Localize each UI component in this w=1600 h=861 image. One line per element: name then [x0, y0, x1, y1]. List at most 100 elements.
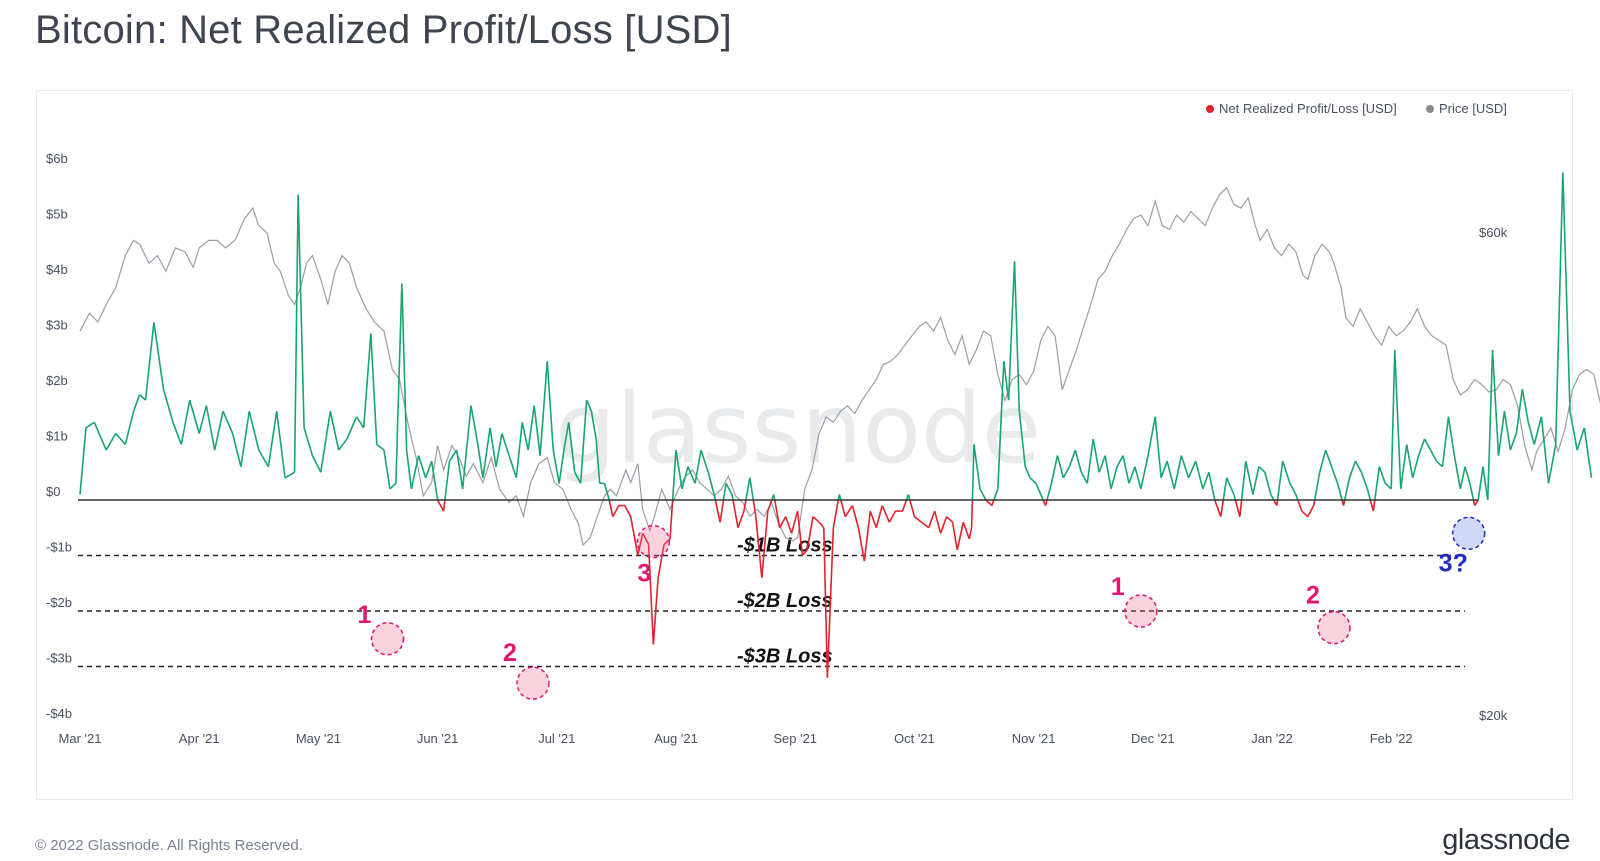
nrpl-segment	[1576, 427, 1586, 451]
reference-line-label: -$2B Loss	[737, 590, 833, 612]
nrpl-segment	[608, 499, 614, 517]
nrpl-segment	[444, 461, 451, 501]
nrpl-segment	[527, 405, 535, 451]
nrpl-segment	[921, 521, 930, 529]
nrpl-segment	[546, 361, 555, 451]
nrpl-segment	[303, 427, 314, 456]
nrpl-segment	[818, 521, 825, 529]
nrpl-segment	[1405, 444, 1414, 478]
nrpl-segment	[1046, 483, 1053, 501]
nrpl-segment	[1098, 455, 1106, 473]
copyright: © 2022 Glassnode. All Rights Reserved.	[35, 837, 303, 854]
nrpl-segment	[124, 411, 135, 445]
nrpl-segment	[1160, 460, 1168, 479]
nrpl-segment	[973, 444, 981, 490]
nrpl-segment	[470, 405, 478, 440]
nrpl-segment	[1239, 499, 1243, 517]
nrpl-segment	[436, 499, 445, 512]
nrpl-segment	[812, 516, 820, 523]
annotation-label: 1	[1111, 573, 1125, 601]
nrpl-segment	[248, 411, 260, 451]
nrpl-segment	[962, 521, 970, 540]
nrpl-segment	[971, 444, 975, 501]
x-tick-label: Aug '21	[654, 731, 698, 746]
nrpl-segment	[1509, 433, 1518, 451]
nrpl-segment	[612, 505, 620, 518]
y-axis-left: $6b $5b $4b $3b $2b $1b $0 -$1b -$2b -$3b -$4b	[46, 151, 72, 721]
nrpl-segment	[933, 510, 942, 534]
annotation-label: 3?	[1439, 549, 1468, 577]
nrpl-segment	[713, 494, 717, 501]
nrpl-segment	[1497, 411, 1506, 456]
nrpl-segment	[424, 460, 433, 479]
nrpl-segment	[442, 499, 446, 512]
nrpl-segment	[1194, 460, 1204, 490]
reference-lines: -$1B Loss -$2B Loss -$3B Loss	[78, 535, 1465, 668]
nrpl-segment	[772, 494, 776, 501]
nrpl-segment	[79, 427, 87, 495]
legend-label-price[interactable]: Price [USD]	[1439, 101, 1507, 116]
nrpl-segment	[448, 449, 458, 462]
y-tick-label: $4b	[46, 262, 68, 277]
nrpl-segment	[956, 522, 965, 551]
nrpl-segment	[1374, 466, 1381, 501]
nrpl-segment	[1104, 455, 1112, 490]
nrpl-segment	[1384, 482, 1392, 490]
nrpl-segment	[1469, 483, 1475, 501]
nrpl-segment	[875, 505, 883, 528]
nrpl-segment	[1540, 416, 1550, 484]
nrpl-segment	[1348, 460, 1357, 479]
nrpl-segment	[1301, 510, 1309, 518]
nrpl-segment	[714, 499, 721, 523]
nrpl-segment	[284, 471, 295, 479]
nrpl-segment	[1372, 499, 1376, 512]
nrpl-segment	[1330, 466, 1339, 484]
nrpl-segment	[1140, 455, 1149, 490]
nrpl-segment	[1029, 477, 1037, 484]
y-tick-label: $6b	[46, 151, 68, 166]
nrpl-segment	[694, 449, 702, 484]
nrpl-segment	[1354, 460, 1363, 473]
nrpl-segment	[401, 283, 408, 451]
y-tick-label: $0	[46, 484, 60, 499]
nrpl-segment	[1056, 455, 1065, 479]
nrpl-segment	[85, 421, 95, 429]
nrpl-segment	[533, 405, 541, 456]
nrpl-segment	[311, 455, 322, 473]
x-tick-label: May '21	[296, 731, 341, 746]
nrpl-segment	[652, 577, 659, 645]
nrpl-segment	[1074, 449, 1083, 473]
nrpl-segment	[1258, 466, 1266, 473]
nrpl-segment	[745, 477, 751, 501]
nrpl-segment	[869, 510, 878, 529]
nrpl-segment	[1128, 466, 1136, 484]
annotation-circle	[1124, 594, 1158, 628]
y-tick-label: -$2b	[46, 595, 72, 610]
nrpl-segment	[1318, 449, 1327, 473]
y-tick-label: $2b	[46, 373, 68, 388]
nrpl-segment	[1423, 438, 1432, 451]
x-axis: Mar '21 Apr '21 May '21 Jun '21 Jul '21 Aug '…	[59, 731, 1413, 746]
nrpl-segment	[1050, 455, 1059, 484]
nrpl-segment	[1122, 455, 1130, 484]
nrpl-segment	[132, 394, 141, 412]
nrpl-segment	[951, 522, 959, 551]
annotations: 1 2 3 1 2 3?	[358, 516, 1486, 700]
nrpl-segment	[1092, 438, 1100, 473]
nrpl-segment	[1477, 466, 1484, 501]
nrpl-segment	[1233, 494, 1237, 501]
nrpl-segment	[417, 455, 427, 479]
nrpl-segment	[909, 499, 916, 517]
nrpl-segment	[722, 483, 727, 501]
nrpl-segment	[1173, 455, 1183, 490]
nrpl-segment	[778, 516, 787, 529]
nrpl-segment	[1435, 460, 1444, 468]
annotation-label: 3	[637, 560, 651, 588]
legend-label-nrpl[interactable]: Net Realized Profit/Loss [USD]	[1219, 101, 1397, 116]
nrpl-segment	[1147, 416, 1156, 456]
nrpl-segment	[346, 416, 358, 440]
nrpl-segment	[979, 488, 987, 501]
nrpl-segment	[993, 488, 999, 501]
nrpl-segment	[1464, 466, 1471, 484]
nrpl-segment	[629, 516, 639, 556]
